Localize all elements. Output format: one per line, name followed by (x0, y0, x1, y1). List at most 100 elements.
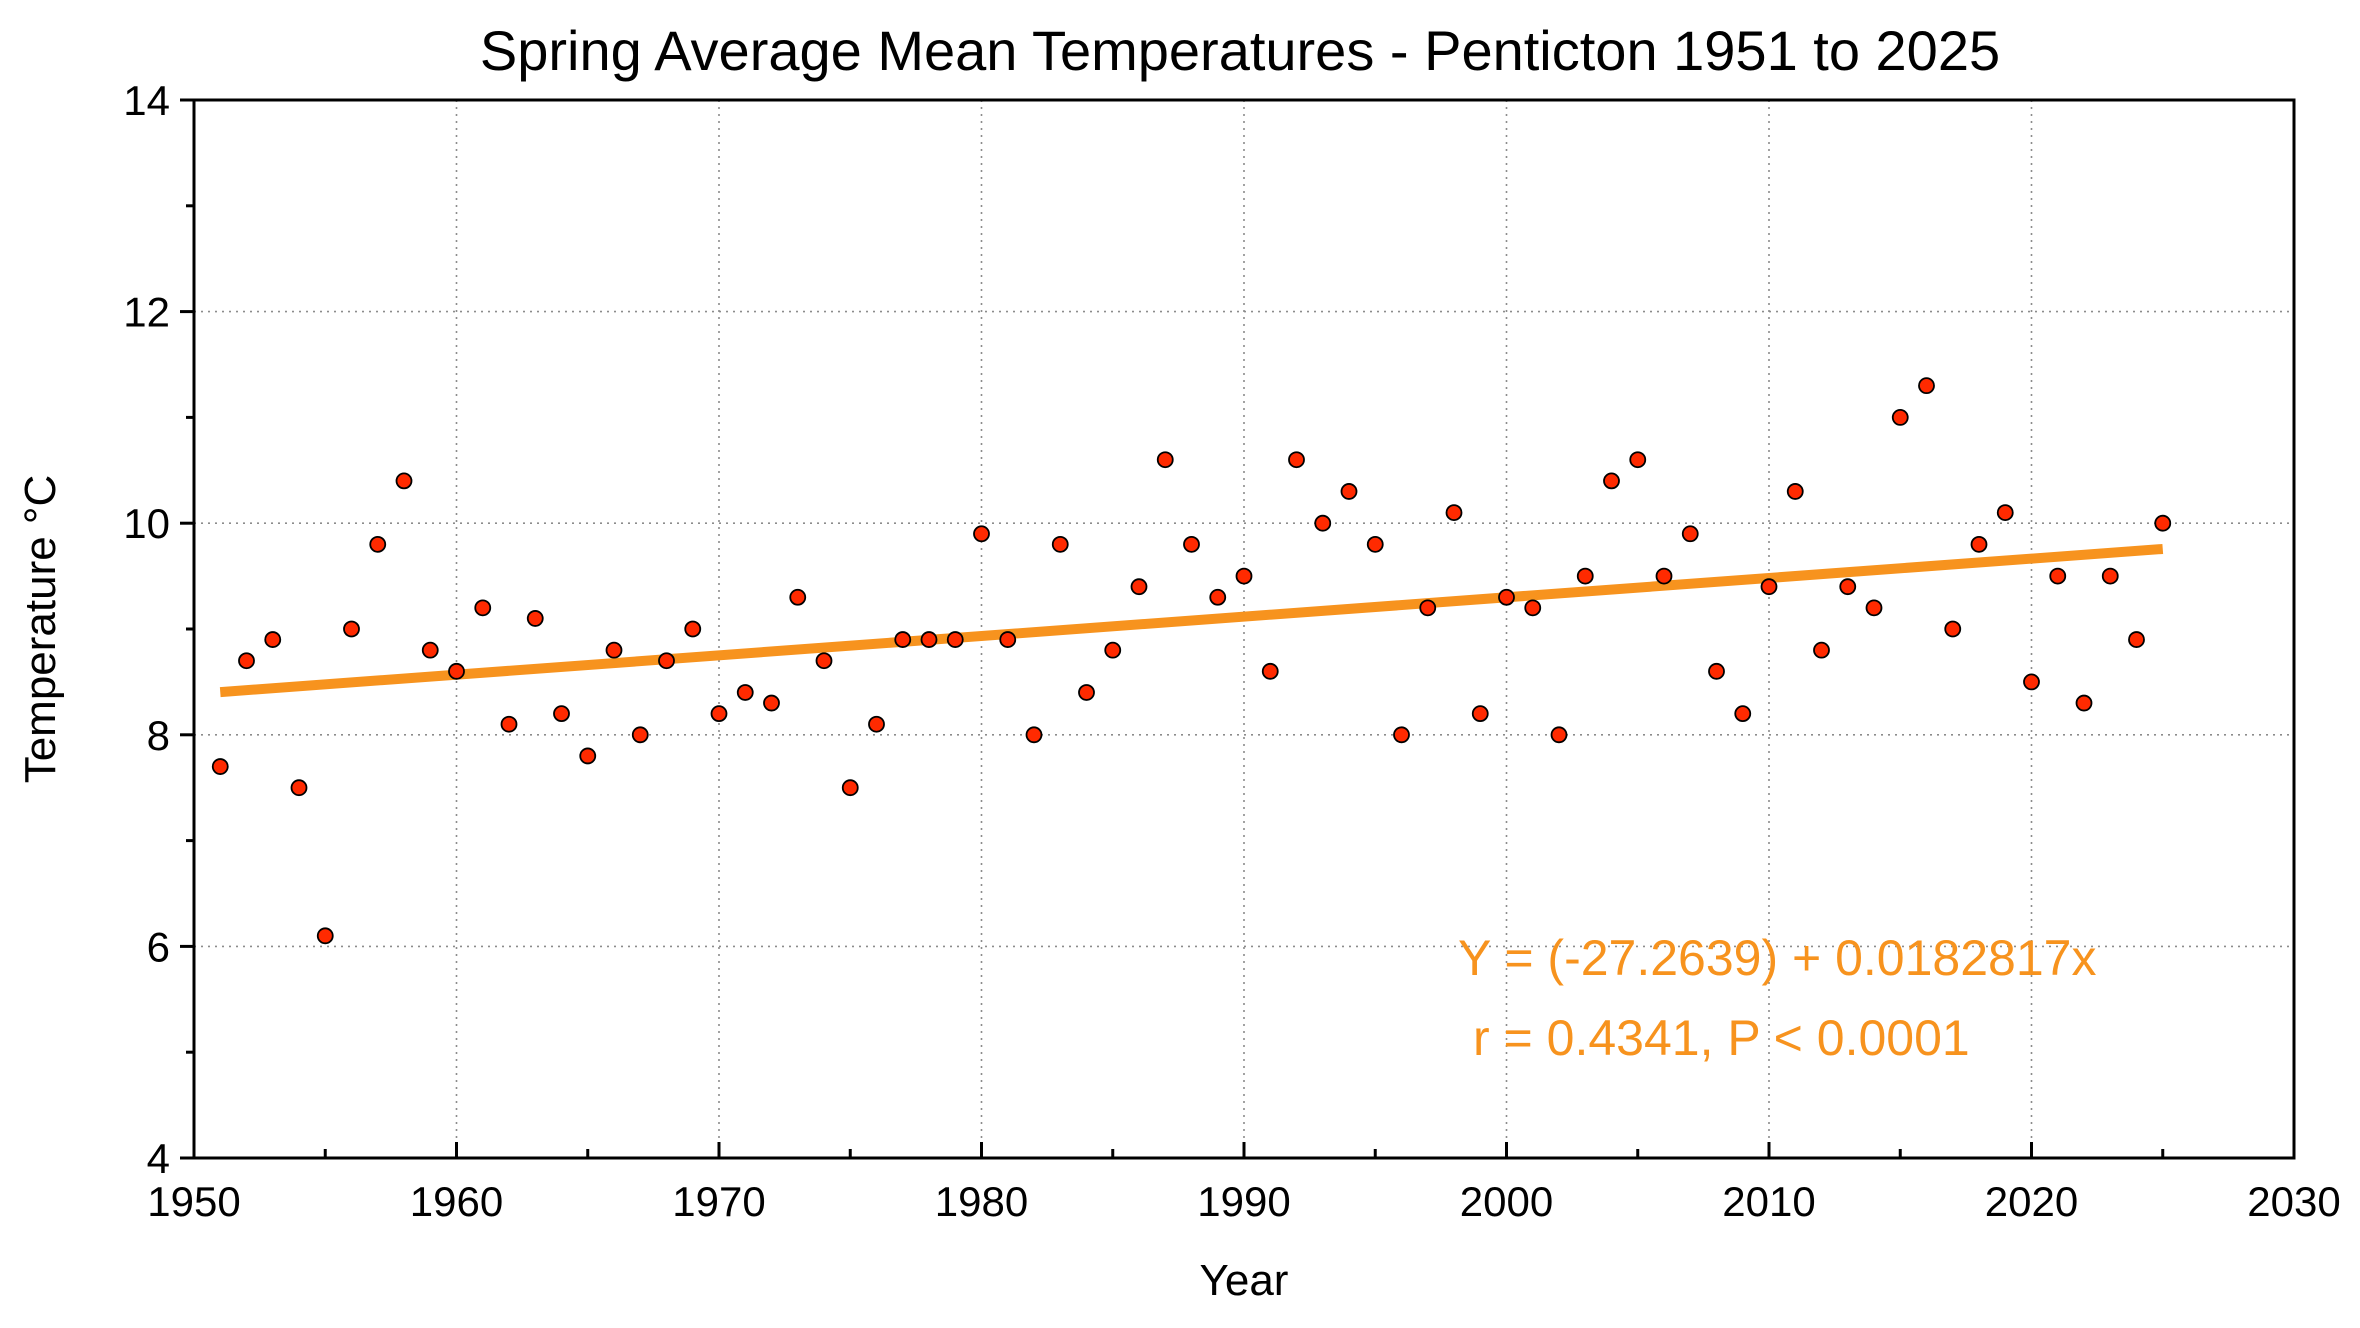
data-point (789, 588, 807, 606)
regression-statistics: r = 0.4341, P < 0.0001 (1473, 1010, 1970, 1066)
data-point (1314, 514, 1332, 532)
data-point (999, 631, 1017, 648)
data-point (2154, 514, 2172, 532)
x-tick-label: 1960 (410, 1178, 503, 1225)
x-axis-label: Year (1200, 1256, 1289, 1305)
data-point (1813, 641, 1830, 659)
y-tick-label: 14 (123, 77, 170, 124)
data-point (316, 927, 334, 945)
data-point (2049, 567, 2067, 585)
data-point (1944, 620, 1962, 638)
data-point (1524, 599, 1542, 617)
data-point (290, 779, 308, 797)
data-point (658, 652, 675, 670)
data-point (369, 535, 387, 553)
data-points (211, 377, 2172, 945)
data-point (815, 652, 833, 670)
data-point (868, 715, 885, 733)
data-point (448, 662, 465, 680)
tick-labels: 1950 1960 1970 1980 1990 2000 2010 2020 2030 4 6 8 1… (123, 77, 2340, 1225)
data-point (736, 684, 754, 701)
data-point (1734, 705, 1752, 723)
data-point (395, 472, 413, 490)
trend-line-layer (219, 543, 2164, 698)
y-tick-label: 8 (147, 712, 170, 759)
axis-ticks (180, 98, 2296, 1160)
data-point (1261, 662, 1279, 680)
x-tick-label: 2020 (1985, 1178, 2078, 1225)
data-point (343, 620, 360, 638)
data-point (920, 631, 938, 648)
data-point (1970, 535, 1988, 553)
data-point (553, 705, 570, 723)
regression-equation: Y = (-27.2639) + 0.0182817x (1458, 930, 2096, 986)
data-point (1760, 578, 1778, 596)
y-tick-label: 4 (147, 1135, 170, 1182)
chart-title: Spring Average Mean Temperatures - Penti… (480, 19, 2000, 82)
data-point (710, 705, 728, 723)
x-tick-label: 1990 (1197, 1178, 1290, 1225)
data-point (1708, 662, 1725, 680)
data-point (946, 631, 964, 648)
data-point (500, 715, 518, 733)
data-point (1419, 599, 1437, 617)
data-point (579, 747, 597, 765)
data-point (238, 652, 255, 670)
data-point (894, 631, 912, 648)
data-point (211, 758, 229, 775)
data-point (526, 610, 544, 627)
data-point (631, 726, 649, 744)
trend-line (219, 543, 2164, 698)
data-point (1104, 641, 1122, 659)
data-point (2128, 631, 2145, 648)
data-point (1288, 451, 1305, 469)
data-point (1655, 567, 1673, 585)
data-point (2101, 567, 2119, 585)
data-point (264, 631, 282, 648)
data-point (1156, 451, 1174, 469)
y-axis-label: Temperature °C (16, 475, 65, 784)
x-tick-label: 2030 (2247, 1178, 2340, 1225)
y-tick-label: 6 (147, 923, 170, 970)
x-tick-label: 1970 (672, 1178, 765, 1225)
data-point (2023, 673, 2040, 691)
data-point (1340, 483, 1358, 500)
y-tick-label: 12 (123, 289, 170, 336)
x-tick-label: 2000 (1460, 1178, 1553, 1225)
data-point (1786, 483, 1804, 500)
data-point (1891, 408, 1909, 426)
data-point (1078, 684, 1095, 701)
data-point (684, 620, 702, 638)
grid-lines (194, 100, 2294, 1158)
data-point (421, 641, 439, 659)
x-tick-label: 2010 (1722, 1178, 1815, 1225)
data-point (1183, 535, 1200, 553)
data-point (1235, 567, 1253, 585)
data-point (1576, 567, 1594, 585)
data-point (1051, 535, 1069, 553)
data-point (1918, 377, 1935, 395)
x-tick-label: 1980 (935, 1178, 1028, 1225)
data-point (973, 525, 990, 543)
data-point (1839, 578, 1857, 596)
data-point (1366, 535, 1384, 553)
data-point (605, 641, 623, 659)
data-point (1629, 451, 1647, 469)
data-point (1681, 525, 1699, 543)
plot-frame (192, 98, 2296, 1160)
y-tick-label: 10 (123, 500, 170, 547)
data-point (1393, 726, 1410, 744)
data-point (1209, 588, 1227, 606)
data-point (1498, 588, 1515, 606)
x-tick-label: 1950 (147, 1178, 240, 1225)
data-point (763, 694, 780, 712)
data-point (1550, 726, 1568, 744)
data-point (474, 599, 492, 617)
data-point (1025, 726, 1043, 744)
data-point (1996, 504, 2014, 522)
data-point (1471, 705, 1489, 723)
data-point (2075, 694, 2093, 712)
data-point (1603, 472, 1620, 490)
